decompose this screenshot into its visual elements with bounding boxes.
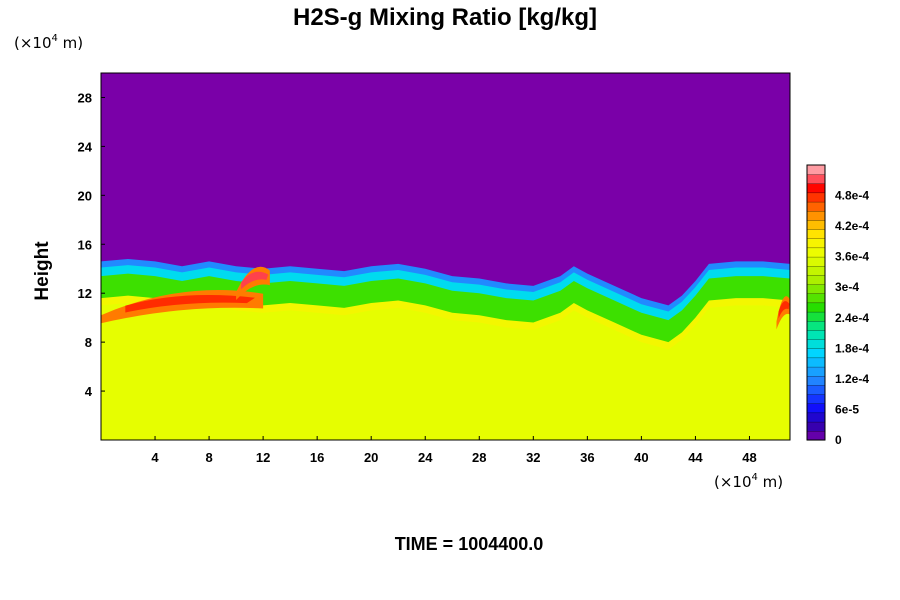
colorbar-tick-label: 0 [835, 433, 842, 447]
colorbar-level [806, 384, 826, 395]
colorbar-level [806, 348, 826, 359]
colorbar-level [806, 421, 826, 432]
colorbar-level [806, 311, 826, 322]
colorbar-level [806, 430, 826, 441]
colorbar-level [806, 229, 826, 239]
colorbar-level [806, 238, 826, 249]
field-peak-zone [125, 295, 256, 313]
colorbar-tick-label: 4.2e-4 [835, 219, 869, 233]
colorbar-tick-label: 1.8e-4 [835, 341, 869, 355]
colorbar-level [806, 329, 826, 340]
colorbar-tick-label: 2.4e-4 [835, 311, 869, 325]
colorbar-level [806, 164, 826, 175]
x-tick-label: 12 [256, 450, 270, 465]
colorbar-level [806, 357, 826, 368]
x-axis-unit: (×104 m) [714, 472, 783, 491]
colorbar-level [806, 174, 826, 184]
colorbar-level [806, 320, 826, 331]
x-tick-label: 4 [151, 450, 159, 465]
y-tick-label: 20 [78, 188, 92, 203]
x-tick-label: 20 [364, 450, 378, 465]
time-label: TIME = 1004400.0 [395, 534, 544, 554]
y-tick-label: 4 [85, 384, 93, 399]
colorbar-level [806, 210, 826, 221]
x-tick-label: 8 [205, 450, 212, 465]
y-tick-label: 8 [85, 335, 92, 350]
colorbar-level [806, 284, 826, 294]
colorbar-level [806, 412, 826, 423]
colorbar: 0 6e-5 1.2e-4 1.8e-4 2.4e-4 3e-4 3.6e-4 4.2e-4 4… [806, 164, 869, 447]
colorbar-level [806, 366, 826, 377]
colorbar-tick-label: 3e-4 [835, 280, 859, 294]
y-axis-unit: (×104 m) [14, 33, 83, 52]
colorbar-level [806, 302, 826, 313]
colorbar-level [806, 183, 826, 194]
plot-area [101, 73, 790, 440]
y-axis: 4 8 12 16 20 24 28 [78, 90, 105, 399]
x-tick-label: 24 [418, 450, 433, 465]
colorbar-frame [806, 164, 826, 441]
plot-frame [100, 72, 791, 441]
y-tick-label: 16 [78, 237, 92, 252]
colorbar-level [806, 192, 826, 203]
colorbar-tick-label: 1.2e-4 [835, 372, 869, 386]
x-tick-label: 48 [742, 450, 756, 465]
colorbar-level [806, 265, 826, 276]
colorbar-level [806, 293, 826, 304]
x-tick-label: 16 [310, 450, 324, 465]
field-peak-zone [778, 301, 790, 319]
colorbar-level [806, 375, 826, 386]
x-tick-label: 28 [472, 450, 486, 465]
colorbar-level [806, 256, 826, 267]
colorbar-level [806, 219, 826, 230]
chart-title: H2S-g Mixing Ratio [kg/kg] [293, 4, 597, 31]
field-lower-region [101, 302, 790, 440]
colorbar-level [806, 201, 826, 212]
colorbar-level [806, 247, 826, 258]
x-tick-label: 44 [688, 450, 703, 465]
y-tick-label: 12 [78, 286, 92, 301]
field-peak-zone [241, 271, 269, 290]
x-tick-label: 32 [526, 450, 540, 465]
colorbar-level [806, 339, 826, 349]
colorbar-level [806, 394, 826, 404]
x-tick-label: 36 [580, 450, 594, 465]
y-axis-label: Height [32, 241, 53, 301]
y-tick-label: 24 [78, 139, 93, 154]
colorbar-tick-label: 3.6e-4 [835, 250, 869, 264]
colorbar-tick-label: 4.8e-4 [835, 189, 869, 203]
x-tick-label: 40 [634, 450, 648, 465]
colorbar-tick-label: 6e-5 [835, 402, 859, 416]
x-axis: 4 8 12 16 20 24 28 32 36 40 44 48 [151, 436, 757, 465]
colorbar-level [806, 274, 826, 285]
colorbar-level [806, 403, 826, 414]
y-tick-label: 28 [78, 90, 92, 105]
